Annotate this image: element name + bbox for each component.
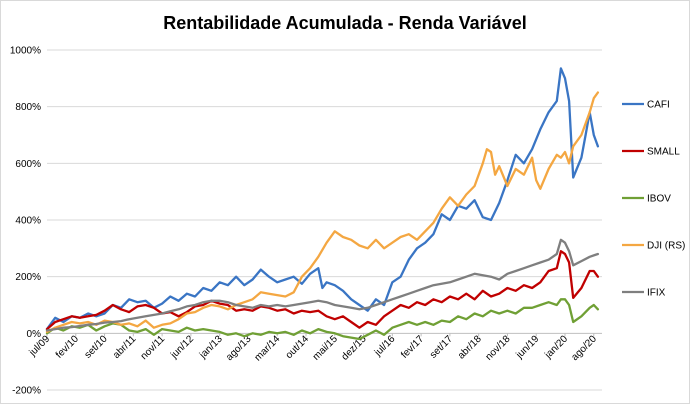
x-tick-label: fev/17 bbox=[399, 333, 426, 360]
legend-label: IBOV bbox=[647, 194, 671, 205]
x-tick-label: mai/15 bbox=[311, 333, 340, 362]
x-tick-label: abr/18 bbox=[456, 333, 484, 361]
x-tick-label: nov/11 bbox=[139, 333, 168, 362]
legend: CAFI SMALL IBOV DJI (RS) IFIX bbox=[622, 100, 685, 299]
x-tick-label: set/10 bbox=[83, 333, 110, 360]
y-tick-label: -200% bbox=[12, 386, 41, 397]
series-line-dji-rs bbox=[45, 91, 600, 334]
x-tick-label: ago/20 bbox=[569, 333, 599, 363]
series-lines bbox=[45, 67, 600, 341]
x-tick-label: ago/13 bbox=[224, 333, 254, 363]
axes: -200%0%200%400%600%800%1000%jul/09 fev/10… bbox=[10, 46, 602, 397]
y-tick-label: 200% bbox=[15, 272, 41, 283]
x-tick-label: jun/19 bbox=[514, 333, 542, 361]
legend-label: IFIX bbox=[647, 288, 666, 299]
legend-label: CAFI bbox=[647, 100, 670, 111]
series-line-ifix bbox=[45, 238, 600, 332]
series-line-small bbox=[45, 250, 600, 331]
legend-label: DJI (RS) bbox=[647, 241, 685, 252]
chart-title: Rentabilidade Acumulada - Renda Variável bbox=[163, 13, 526, 33]
x-tick-label: mar/14 bbox=[253, 333, 283, 363]
series-line-cafi bbox=[45, 67, 600, 331]
x-tick-label: nov/18 bbox=[484, 333, 513, 362]
series-line-ibov bbox=[45, 298, 600, 341]
x-tick-label: jan/13 bbox=[197, 333, 225, 361]
x-tick-label: jun/12 bbox=[168, 333, 196, 361]
gridlines bbox=[47, 49, 602, 391]
y-tick-label: 1000% bbox=[10, 46, 41, 57]
x-tick-label: jan/20 bbox=[542, 333, 570, 361]
y-tick-label: 0% bbox=[27, 329, 42, 340]
y-tick-label: 400% bbox=[15, 216, 41, 227]
x-tick-label: set/17 bbox=[428, 333, 455, 360]
y-tick-label: 800% bbox=[15, 102, 41, 113]
x-tick-label: fev/10 bbox=[54, 333, 81, 360]
x-tick-label: out/14 bbox=[284, 333, 312, 361]
x-tick-label: abr/11 bbox=[111, 333, 139, 361]
legend-label: SMALL bbox=[647, 147, 680, 158]
x-tick-label: jul/16 bbox=[372, 333, 398, 359]
y-tick-label: 600% bbox=[15, 159, 41, 170]
